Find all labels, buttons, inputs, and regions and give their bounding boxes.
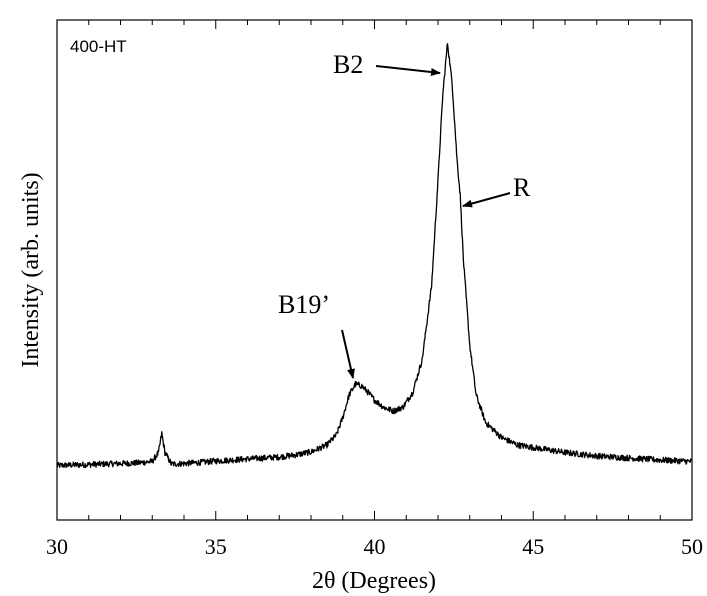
annotation-label: R xyxy=(513,173,531,202)
annotation-arrow xyxy=(375,65,441,76)
x-tick-label: 40 xyxy=(364,534,386,559)
annotation-arrow xyxy=(462,192,511,208)
x-axis-title: 2θ (Degrees) xyxy=(312,568,436,594)
annotation-arrow xyxy=(341,329,355,379)
x-tick-label: 30 xyxy=(46,534,68,559)
diffraction-curve xyxy=(56,43,693,469)
annotation-label: B2 xyxy=(333,50,363,79)
panel-label: 400-HT xyxy=(70,37,127,56)
y-axis-title: Intensity (arb. units) xyxy=(18,172,44,367)
plot-frame xyxy=(56,19,693,521)
x-axis-tick-labels: 30 35 40 45 50 xyxy=(46,534,703,559)
x-tick-label: 45 xyxy=(522,534,544,559)
peak-annotations: B2 R B19’ xyxy=(278,50,531,379)
x-tick-label: 50 xyxy=(681,534,703,559)
annotation-label: B19’ xyxy=(278,290,330,319)
x-tick-label: 35 xyxy=(205,534,227,559)
x-axis-ticks xyxy=(56,20,693,520)
